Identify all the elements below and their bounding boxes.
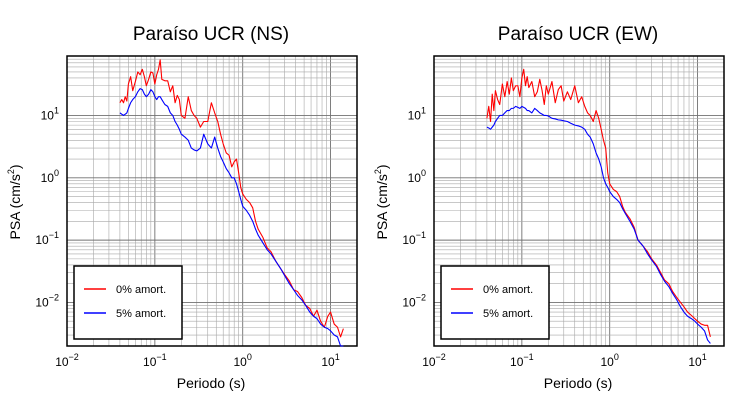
y-tick-labels: 10−2 10−1 100 101 [35,105,59,309]
x-axis-label: Periodo (s) [544,375,612,391]
x-tick-label: 100 [601,352,619,369]
chart-title: Paraíso UCR (NS) [133,24,289,45]
legend-label-0pct: 0% amort. [483,284,533,296]
y-axis-label-close: ) [7,164,23,169]
y-axis-label: PSA (cm/s2) [6,164,23,239]
x-tick-label: 10−1 [510,352,534,369]
grid [66,55,358,347]
y-axis-label-base: PSA (cm/s [374,174,390,239]
x-tick-label: 101 [321,352,339,369]
chart-panel-ns: Paraíso UCR (NS) 10−2 10−1 100 101 10−2 10−1… [6,24,358,391]
x-tick-label: 10−1 [143,352,167,369]
series-line-0pct [486,68,711,338]
y-axis-label-sup: 2 [373,169,383,174]
x-tick-labels: 10−2 10−1 100 101 [55,352,340,369]
x-tick-labels: 10−2 10−1 100 101 [422,352,707,369]
y-tick-labels: 10−2 10−1 100 101 [402,105,426,309]
legend: 0% amort. 5% amort. [440,265,550,340]
series-line-5pct [119,88,344,347]
x-tick-label: 101 [688,352,706,369]
y-axis-label: PSA (cm/s2) [373,164,390,239]
y-tick-label: 10−2 [35,292,59,309]
y-tick-label: 10−1 [35,230,59,247]
series-group [119,59,344,347]
x-tick-label: 100 [234,352,252,369]
x-tick-label: 10−2 [422,352,446,369]
y-tick-label: 101 [41,105,59,122]
chart-title: Paraíso UCR (EW) [498,24,658,45]
y-tick-label: 100 [41,168,59,185]
y-axis-label-sup: 2 [6,169,16,174]
series-line-0pct [119,59,344,338]
plot-frame [66,55,358,347]
y-tick-label: 100 [408,168,426,185]
y-axis-label-close: ) [374,164,390,169]
series-line-5pct [486,105,711,344]
y-tick-label: 10−2 [402,292,426,309]
chart-panel-ew: Paraíso UCR (EW) 10−2 10−1 100 101 10−2 10−1… [373,24,725,391]
plot-frame [433,55,725,347]
legend-box [440,265,550,340]
y-axis-label-base: PSA (cm/s [7,174,23,239]
x-tick-label: 10−2 [55,352,79,369]
legend: 0% amort. 5% amort. [73,265,183,340]
y-tick-label: 10−1 [402,230,426,247]
series-group [486,68,711,344]
legend-label-5pct: 5% amort. [116,308,166,320]
legend-label-5pct: 5% amort. [483,308,533,320]
y-tick-label: 101 [408,105,426,122]
legend-box [73,265,183,340]
x-axis-label: Periodo (s) [177,375,245,391]
legend-label-0pct: 0% amort. [116,284,166,296]
